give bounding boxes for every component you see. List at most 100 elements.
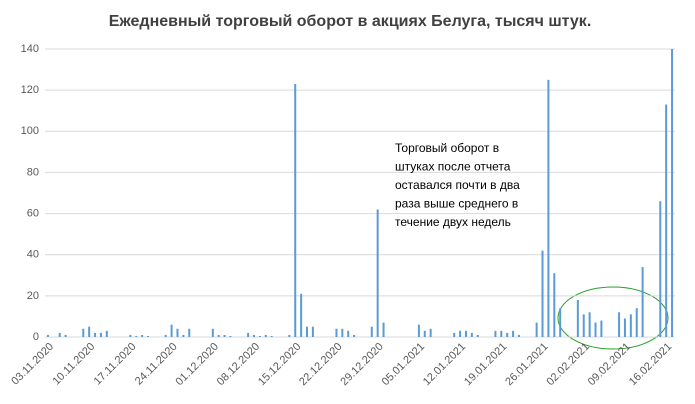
y-tick-label: 0	[33, 331, 39, 343]
bar	[294, 83, 297, 337]
bar	[311, 326, 314, 337]
bar	[671, 49, 674, 337]
highlight-ellipse	[557, 286, 669, 350]
bar	[382, 322, 385, 337]
bar	[506, 332, 509, 337]
bar	[535, 322, 538, 337]
bar	[288, 334, 291, 337]
bar	[99, 332, 102, 337]
bar	[376, 209, 379, 337]
y-tick-label: 120	[21, 84, 39, 96]
bar	[247, 332, 250, 337]
bar	[300, 293, 303, 337]
x-tick-label: 01.12.2020	[174, 341, 221, 388]
bar	[129, 334, 132, 337]
y-tick-label: 20	[27, 290, 39, 302]
annotation: раза выше среднего в	[395, 197, 518, 211]
bar	[82, 328, 85, 337]
bar	[176, 328, 179, 337]
bar	[512, 330, 515, 337]
bar	[188, 328, 191, 337]
bar	[659, 201, 662, 337]
x-tick-label: 12.01.2021	[421, 341, 468, 388]
x-tick-label: 03.11.2020	[9, 341, 56, 388]
x-tick-label: 15.12.2020	[256, 341, 303, 388]
bar	[588, 312, 591, 337]
annotation: оставался почти в два	[395, 178, 520, 192]
bar	[141, 334, 144, 337]
annotation: штуках после отчета	[395, 160, 511, 174]
y-tick-label: 100	[21, 125, 39, 137]
bar	[553, 273, 556, 337]
bar	[306, 326, 309, 337]
bar	[64, 334, 67, 337]
bar	[370, 326, 373, 337]
x-tick-label: 19.01.2021	[462, 341, 509, 388]
bar	[211, 328, 214, 337]
bar	[264, 334, 267, 337]
bar	[258, 335, 261, 337]
x-tick-label: 17.11.2020	[92, 341, 139, 388]
chart-title: Ежедневный торговый оборот в акциях Белу…	[109, 13, 592, 30]
bar	[182, 334, 185, 337]
bar	[229, 335, 232, 337]
bar	[94, 332, 97, 337]
bar	[541, 250, 544, 337]
bar	[453, 332, 456, 337]
bar	[594, 322, 597, 337]
annotation: течение двух недель	[395, 215, 511, 229]
bar	[559, 308, 562, 337]
x-tick-label: 09.02.2021	[586, 341, 633, 388]
bar	[618, 312, 621, 337]
x-tick-label: 26.01.2021	[503, 341, 550, 388]
bar	[417, 324, 420, 337]
bar	[582, 314, 585, 337]
bar	[623, 318, 626, 337]
y-tick-label: 80	[27, 166, 39, 178]
bar	[270, 335, 273, 337]
bar	[253, 334, 256, 337]
bar	[147, 335, 150, 337]
bar	[464, 330, 467, 337]
bar	[135, 335, 138, 337]
bar	[500, 330, 503, 337]
bar	[353, 334, 356, 337]
bar	[58, 332, 61, 337]
bar	[576, 299, 579, 337]
x-tick-label: 02.02.2021	[544, 341, 591, 388]
bar	[335, 328, 338, 337]
x-tick-label: 10.11.2020	[50, 341, 97, 388]
bar	[341, 328, 344, 337]
x-tick-label: 22.12.2020	[297, 341, 344, 388]
bar	[635, 308, 638, 337]
x-tick-label: 08.12.2020	[215, 341, 262, 388]
bar	[494, 330, 497, 337]
bar	[217, 334, 220, 337]
bar	[88, 326, 91, 337]
annotation: Торговый оборот в	[395, 141, 499, 155]
bar	[641, 267, 644, 337]
y-tick-label: 140	[21, 43, 39, 55]
bar	[429, 328, 432, 337]
bar	[105, 330, 108, 337]
bar	[476, 334, 479, 337]
bar	[600, 320, 603, 337]
bar	[423, 330, 426, 337]
bar	[170, 324, 173, 337]
bar	[46, 334, 49, 337]
x-tick-label: 05.01.2021	[380, 341, 427, 388]
x-tick-label: 24.11.2020	[133, 341, 180, 388]
bar	[629, 314, 632, 337]
bar	[347, 330, 350, 337]
bar	[517, 334, 520, 337]
y-tick-label: 60	[27, 207, 39, 219]
bar	[665, 104, 668, 338]
bar	[459, 330, 462, 337]
bar	[164, 334, 167, 337]
bar	[547, 79, 550, 337]
y-tick-label: 40	[27, 249, 39, 261]
bar	[470, 332, 473, 337]
x-tick-label: 29.12.2020	[338, 341, 385, 388]
bar	[223, 334, 226, 337]
